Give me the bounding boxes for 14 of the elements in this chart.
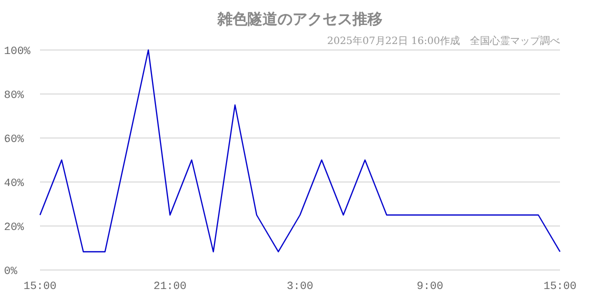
line-series — [39, 49, 561, 252]
x-tick-label: 3:00 — [286, 281, 314, 293]
x-tick-label: 15:00 — [23, 281, 57, 293]
y-tick-label: 60% — [4, 134, 24, 146]
y-tick-label: 20% — [4, 222, 24, 234]
x-tick-label: 21:00 — [153, 281, 187, 293]
chart-subtitle: 2025年07月22日 16:00作成 全国心霊マップ調べ — [327, 35, 560, 47]
y-tick-label: 100% — [4, 46, 31, 58]
chart-title: 雑色隧道のアクセス推移 — [216, 10, 382, 28]
x-tick-label: 9:00 — [416, 281, 444, 293]
y-tick-label: 80% — [4, 90, 24, 102]
y-tick-label: 0% — [4, 266, 18, 278]
x-tick-label: 15:00 — [543, 281, 577, 293]
y-tick-label: 40% — [4, 178, 24, 190]
